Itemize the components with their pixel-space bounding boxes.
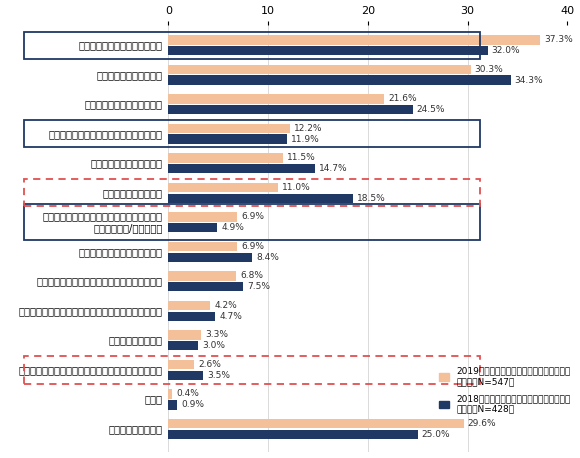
Bar [169,124,290,133]
Text: 30.3%: 30.3% [474,65,503,74]
Bar [169,389,172,398]
Bar [169,94,384,104]
Bar [169,153,283,163]
Text: 2.6%: 2.6% [198,360,222,369]
Text: 11.5%: 11.5% [287,153,316,162]
Text: 12.2%: 12.2% [294,124,322,133]
Legend: 2019年働き方改革に取り組んでいる企業の
従業員（N=547）, 2018年働き方改革に取り組んでいる企業の
従業員（N=428）: 2019年働き方改革に取り組んでいる企業の 従業員（N=547）, 2018年働… [438,367,571,414]
Text: 6.8%: 6.8% [240,271,263,280]
Bar [169,242,237,251]
Bar [169,35,541,44]
Bar [169,212,237,222]
Text: 24.5%: 24.5% [417,105,445,114]
Text: 0.9%: 0.9% [182,400,205,409]
Text: 34.3%: 34.3% [514,76,543,85]
Bar [24,120,480,147]
Bar [169,330,201,339]
Text: 6.9%: 6.9% [241,213,264,221]
Text: 6.9%: 6.9% [241,242,264,251]
Bar [169,65,470,74]
Bar [169,105,413,114]
Bar [169,271,236,281]
Text: 25.0%: 25.0% [422,430,451,439]
Bar [169,371,204,380]
Text: 3.3%: 3.3% [205,330,229,339]
Text: 29.6%: 29.6% [467,419,496,428]
Text: 8.4%: 8.4% [256,253,279,262]
Text: 4.2%: 4.2% [215,301,237,310]
Bar [169,183,278,192]
Text: 3.0%: 3.0% [202,341,226,350]
Text: 11.9%: 11.9% [291,135,320,144]
Text: 3.5%: 3.5% [208,371,230,380]
Bar [169,300,211,310]
Bar [24,204,480,240]
Bar [169,252,252,262]
Bar [169,46,488,55]
Bar [169,135,287,144]
Bar [24,32,480,59]
Text: 32.0%: 32.0% [492,46,520,55]
Bar [169,223,218,233]
Bar [24,356,480,383]
Bar [169,341,198,350]
Bar [169,400,177,409]
Text: 14.7%: 14.7% [319,164,347,173]
Bar [169,419,463,428]
Bar [169,311,215,321]
Text: 11.0%: 11.0% [282,183,311,192]
Text: 4.9%: 4.9% [222,223,244,232]
Text: 21.6%: 21.6% [388,94,416,104]
Text: 0.4%: 0.4% [176,389,200,398]
Text: 37.3%: 37.3% [545,35,573,44]
Bar [169,76,510,85]
Bar [24,179,480,207]
Bar [169,430,418,439]
Bar [169,194,353,203]
Bar [169,164,315,174]
Text: 4.7%: 4.7% [219,312,242,321]
Text: 7.5%: 7.5% [247,282,270,291]
Bar [169,360,194,369]
Text: 18.5%: 18.5% [357,194,386,203]
Bar [169,282,243,291]
